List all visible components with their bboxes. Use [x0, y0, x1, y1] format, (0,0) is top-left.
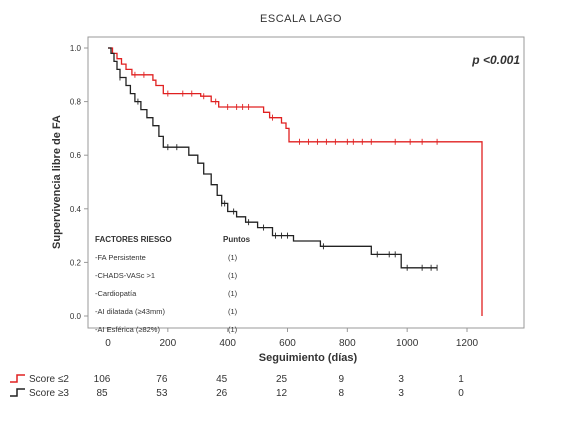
at-risk-count: 0 [458, 388, 464, 399]
at-risk-count: 3 [398, 374, 404, 385]
risk-factor-points: (1) [228, 307, 238, 316]
at-risk-count: 1 [458, 374, 464, 385]
x-axis-label: Seguimiento (días) [259, 352, 358, 364]
at-risk-count: 106 [94, 374, 111, 385]
at-risk-count: 45 [216, 374, 228, 385]
at-risk-count: 3 [398, 388, 404, 399]
x-tick-label: 1200 [456, 338, 479, 349]
at-risk-count: 26 [216, 388, 228, 399]
survival-curve-2 [108, 47, 438, 269]
x-tick-label: 0 [105, 338, 111, 349]
risk-factor-label: -AI dilatada (≥43mm) [95, 307, 165, 316]
risk-factor-label: -Cardiopatía [95, 289, 137, 298]
survival-curves [108, 47, 483, 316]
risk-factor-points: (1) [228, 253, 238, 262]
y-axis-label: Supervivencia libre de FA [51, 115, 63, 249]
numbers-at-risk-table: Score ≤2 106 76 45 25 9 3 1 Score ≥3 85 53 26 12 8 3 0 [10, 374, 464, 399]
y-tick-label: 0.8 [70, 98, 82, 107]
p-value-annotation: p <0.001 [471, 53, 520, 67]
y-tick-label: 0.0 [70, 312, 82, 321]
legend-label-2: Score ≥3 [29, 388, 69, 399]
chart-title: ESCALA LAGO [260, 13, 342, 25]
y-tick-label: 0.4 [70, 205, 82, 214]
x-tick-label: 800 [339, 338, 356, 349]
survival-curve-1 [108, 47, 483, 316]
y-tick-label: 0.6 [70, 151, 82, 160]
at-risk-count: 8 [339, 388, 345, 399]
legend-symbol-1 [10, 374, 25, 383]
y-tick-label: 1.0 [70, 44, 82, 53]
risk-factors-header: FACTORES RIESGO [95, 235, 172, 244]
x-tick-label: 200 [159, 338, 176, 349]
x-tick-label: 1000 [396, 338, 419, 349]
at-risk-count: 53 [156, 388, 168, 399]
at-risk-count: 12 [276, 388, 288, 399]
at-risk-count: 25 [276, 374, 288, 385]
x-tick-label: 600 [279, 338, 296, 349]
x-tick-label: 400 [219, 338, 236, 349]
risk-factors-box: FACTORES RIESGO Puntos -FA Persistente (1) -… [95, 235, 251, 334]
risk-factor-points: (1) [228, 289, 238, 298]
at-risk-count: 85 [96, 388, 108, 399]
legend-label-1: Score ≤2 [29, 374, 69, 385]
risk-factor-points: (1) [228, 271, 238, 280]
risk-factor-label: -FA Persistente [95, 253, 146, 262]
points-header: Puntos [223, 235, 251, 244]
risk-factor-points: (1) [228, 325, 238, 334]
axes: 0 200 400 600 800 1000 1200 0.0 0.2 0.4 0.6 0.8 1.0 [70, 44, 479, 349]
y-tick-label: 0.2 [70, 258, 82, 267]
risk-factor-label: -CHADS-VASc >1 [95, 271, 155, 280]
at-risk-count: 76 [156, 374, 168, 385]
at-risk-count: 9 [339, 374, 345, 385]
risk-factor-label: -AI Esférica (≥82%) [95, 325, 160, 334]
legend-symbol-2 [10, 388, 25, 397]
plot-frame [87, 36, 525, 329]
